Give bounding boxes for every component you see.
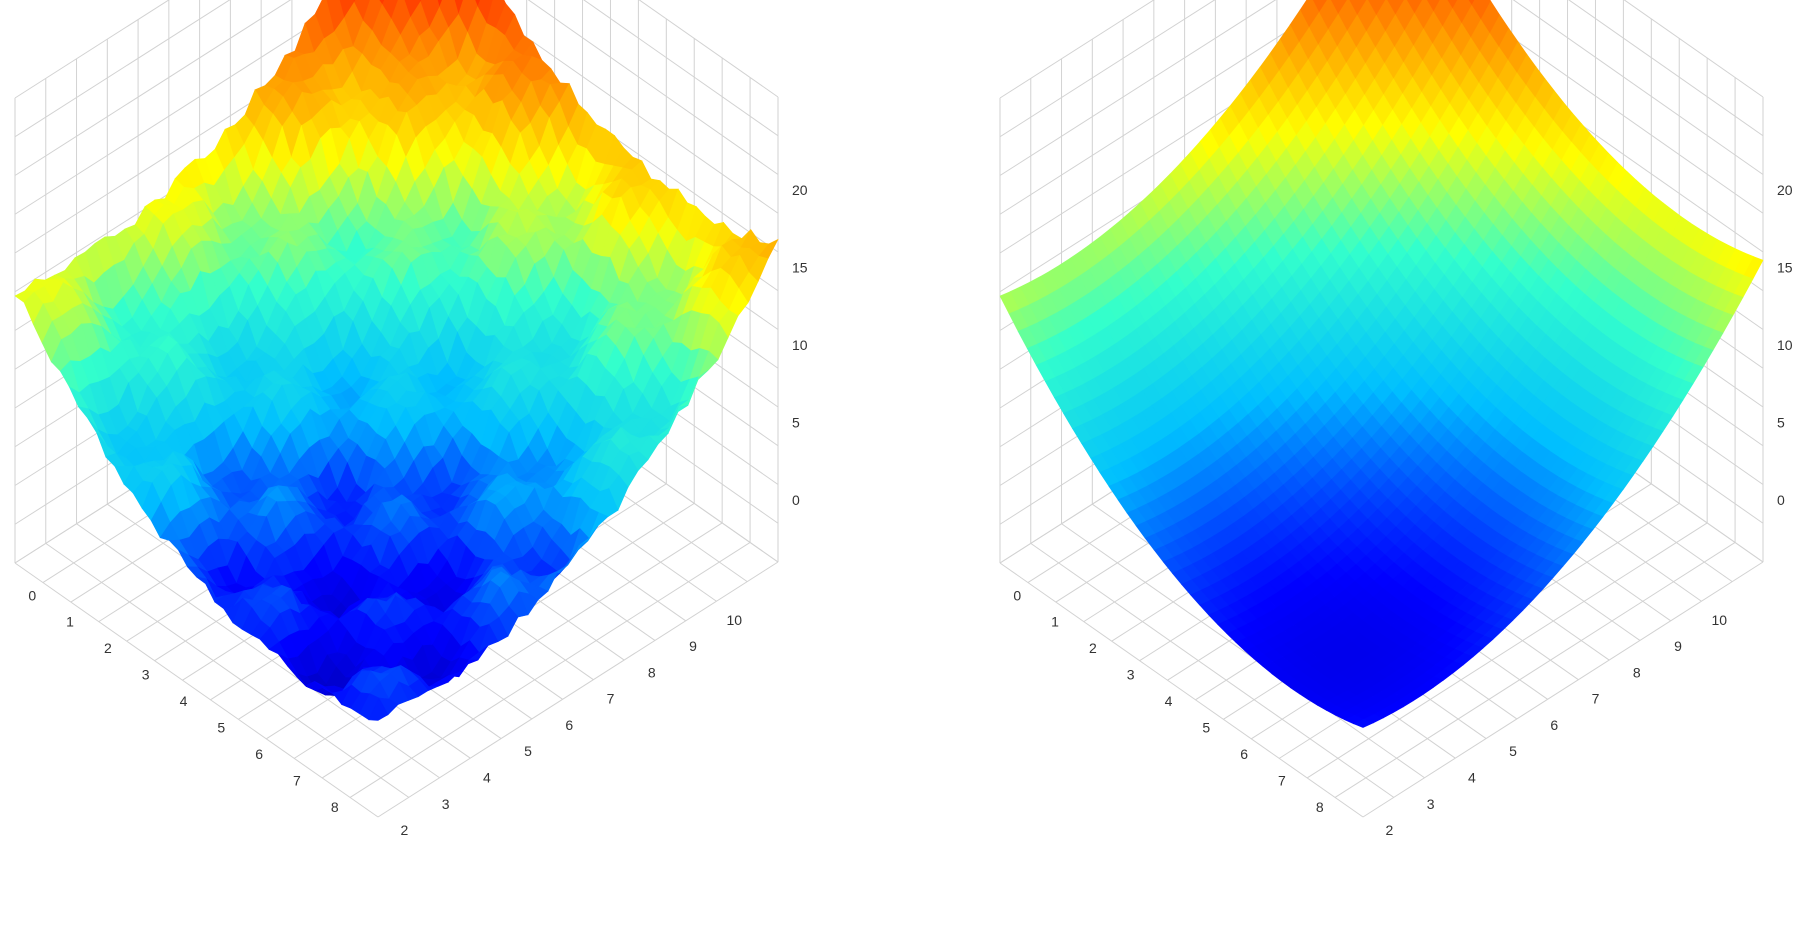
y-tick-label: 5 xyxy=(1509,743,1517,759)
z-tick-label: 5 xyxy=(792,415,800,431)
surface-patch xyxy=(368,697,389,721)
floor-grid-line xyxy=(321,522,723,779)
y-tick-label: 6 xyxy=(1550,717,1558,733)
surface-mesh xyxy=(999,0,1764,728)
z-tick-label: 0 xyxy=(792,492,800,508)
x-tick-label: 1 xyxy=(1051,614,1059,630)
x-tick-label: 3 xyxy=(1127,667,1135,683)
y-tick-label: 6 xyxy=(565,717,573,733)
y-tick-label: 3 xyxy=(442,796,450,812)
y-tick-label: 3 xyxy=(1427,796,1435,812)
x-tick-label: 4 xyxy=(180,693,188,709)
floor-grid-line xyxy=(76,523,440,779)
z-tick-label: 5 xyxy=(1777,415,1785,431)
x-tick-label: 3 xyxy=(142,667,150,683)
wall-grid-line xyxy=(14,0,292,176)
surface-chart-left: 0 5 10 15 20 0 1 2 3 4 5 6 7 8 2 3 4 5 6 7 8 9 10 xyxy=(14,0,808,838)
z-tick-label: 10 xyxy=(1777,337,1793,353)
floor-grid-line xyxy=(1334,542,1736,798)
x-tick-label: 0 xyxy=(1013,587,1021,603)
x-tick-label: 7 xyxy=(1278,772,1286,788)
wall-grid-line xyxy=(1568,0,1764,137)
floor-grid-line xyxy=(45,542,410,798)
floor-grid-line xyxy=(14,562,379,818)
surface-patch xyxy=(437,0,443,9)
x-tick-label: 6 xyxy=(1240,746,1248,762)
y-tick-label: 7 xyxy=(607,691,615,707)
surface-chart-right: 0 5 10 15 20 0 1 2 3 4 5 6 7 8 2 3 4 5 6 7 8 9 10 xyxy=(999,0,1793,838)
surface-mesh xyxy=(14,0,779,721)
y-tick-label: 7 xyxy=(1592,691,1600,707)
x-tick-label: 8 xyxy=(331,799,339,815)
x-tick-label: 5 xyxy=(217,720,225,736)
wall-grid-line xyxy=(527,0,779,175)
y-tick-label: 10 xyxy=(726,612,742,628)
y-tick-label: 9 xyxy=(689,638,697,654)
floor-grid-line xyxy=(1061,523,1425,779)
y-tick-label: 4 xyxy=(1468,770,1476,786)
y-tick-label: 9 xyxy=(1674,638,1682,654)
x-tick-label: 8 xyxy=(1316,799,1324,815)
floor-grid-line xyxy=(999,562,1364,818)
floor-grid-line xyxy=(1306,522,1708,779)
floor-grid-line xyxy=(349,542,751,798)
wall-grid-line xyxy=(999,0,1216,138)
x-tick-label: 1 xyxy=(66,614,74,630)
x-tick-label: 7 xyxy=(293,772,301,788)
z-tick-label: 15 xyxy=(1777,260,1793,276)
floor-grid-line xyxy=(1030,542,1395,798)
wall-grid-line xyxy=(583,0,779,137)
x-tick-label: 4 xyxy=(1165,693,1173,709)
wall-grid-line xyxy=(14,0,231,138)
wall-grid-line xyxy=(1512,0,1764,175)
y-tick-label: 4 xyxy=(483,770,491,786)
z-tick-label: 20 xyxy=(1777,182,1793,198)
y-tick-label: 8 xyxy=(1633,664,1641,680)
x-tick-label: 2 xyxy=(1089,640,1097,656)
x-tick-label: 2 xyxy=(104,640,112,656)
z-tick-label: 0 xyxy=(1777,492,1785,508)
y-tick-label: 8 xyxy=(648,664,656,680)
y-tick-label: 2 xyxy=(1385,822,1393,838)
floor-grid-line xyxy=(1362,561,1764,818)
x-tick-label: 0 xyxy=(28,587,36,603)
surface-patch xyxy=(1353,718,1374,728)
y-tick-label: 5 xyxy=(524,743,532,759)
floor-grid-line xyxy=(377,561,779,818)
z-tick-label: 10 xyxy=(792,337,808,353)
x-tick-label: 6 xyxy=(255,746,263,762)
wall-grid-line xyxy=(638,0,779,98)
wall-grid-line xyxy=(999,0,1277,176)
surface-patch xyxy=(474,0,481,8)
axis-ticks: 0 5 10 15 20 0 1 2 3 4 5 6 7 8 2 3 4 5 6 7 8 9 10 xyxy=(1013,182,1792,838)
z-tick-label: 20 xyxy=(792,182,808,198)
y-tick-label: 10 xyxy=(1711,612,1727,628)
wall-grid-line xyxy=(999,0,1155,99)
x-tick-label: 5 xyxy=(1202,720,1210,736)
axis-ticks: 0 5 10 15 20 0 1 2 3 4 5 6 7 8 2 3 4 5 6 7 8 9 10 xyxy=(28,182,807,838)
y-tick-label: 2 xyxy=(400,822,408,838)
z-tick-label: 15 xyxy=(792,260,808,276)
wall-grid-line xyxy=(14,0,170,99)
wall-grid-line xyxy=(1623,0,1764,98)
